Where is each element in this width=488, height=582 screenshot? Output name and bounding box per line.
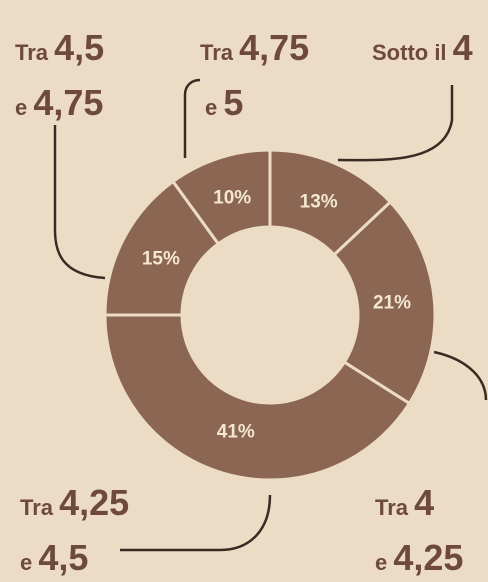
category-label: Tra 4 [375, 482, 434, 523]
category-label: e 4,75 [15, 82, 103, 123]
slice [332, 199, 437, 406]
category-label: Tra 4,5 [15, 27, 104, 68]
category-label: Tra 4,25 [20, 482, 129, 523]
category-label: e 4,5 [20, 537, 88, 578]
slice [170, 148, 272, 246]
leader-line [120, 494, 272, 552]
value-label: 10% [213, 188, 251, 209]
category-label: e 4,25 [375, 537, 463, 578]
value-label: 21% [373, 292, 411, 313]
category-label: Tra 4,75 [200, 27, 309, 68]
leader-line [337, 85, 454, 162]
leader-line [183, 78, 201, 158]
leader-line [433, 350, 488, 401]
value-label: 13% [300, 192, 338, 213]
value-label: 41% [217, 422, 255, 443]
leader-line [53, 125, 106, 280]
category-label: e 5 [205, 82, 243, 123]
category-label: Sotto il 4 [372, 27, 473, 68]
slice [103, 313, 412, 482]
value-label: 15% [142, 248, 180, 269]
